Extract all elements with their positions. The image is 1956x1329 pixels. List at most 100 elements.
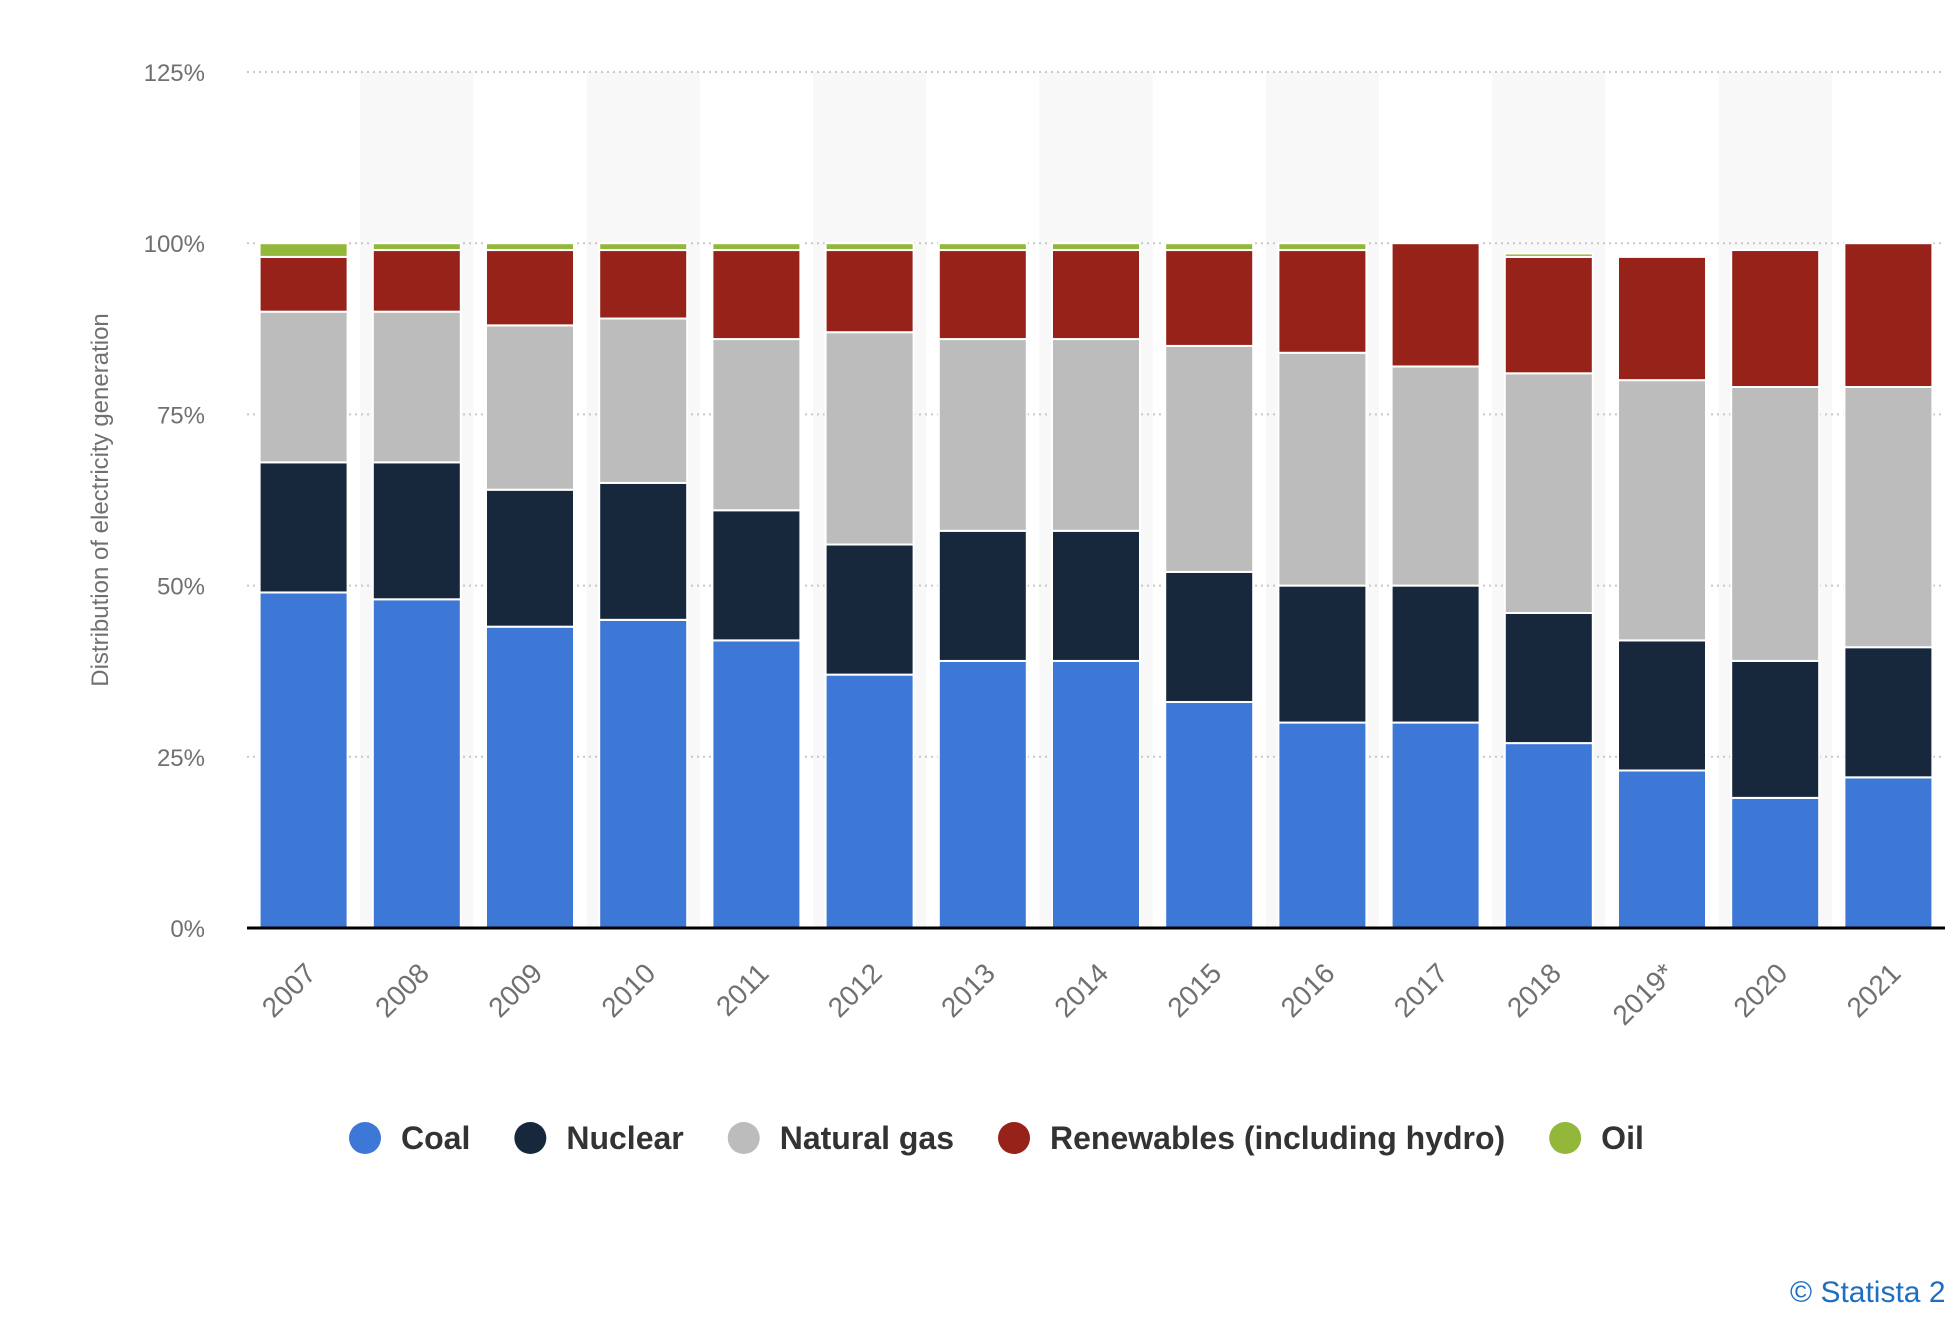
- bar-segment-natural-gas-2012[interactable]: [824, 331, 915, 546]
- bar-segment-oil-2014[interactable]: [1051, 242, 1141, 252]
- bar-segment-nuclear-2014[interactable]: [1051, 529, 1141, 662]
- bar-segment-natural-gas-2017[interactable]: [1390, 365, 1481, 587]
- bar-segment-coal-2017[interactable]: [1390, 721, 1481, 929]
- bar-segment-oil-2011[interactable]: [711, 242, 802, 252]
- bar-stack-2014[interactable]: [1051, 242, 1141, 929]
- bar-stack-2010[interactable]: [598, 242, 689, 930]
- bar-segment-renewables-including-hydro-2020[interactable]: [1730, 249, 1821, 389]
- bar-segment-renewables-including-hydro-2017[interactable]: [1390, 242, 1481, 368]
- bar-segment-nuclear-2007[interactable]: [258, 461, 349, 594]
- bar-segment-coal-2013[interactable]: [937, 659, 1028, 929]
- bar-stack-2016[interactable]: [1277, 242, 1368, 929]
- x-axis-ticks: 2007 2008 2009 2010 2011 2012 2013 2014 2015 2016…: [256, 957, 1907, 1031]
- bar-segment-oil-2008[interactable]: [371, 242, 462, 252]
- bar-segment-coal-2009[interactable]: [485, 625, 575, 929]
- bar-segment-natural-gas-2021[interactable]: [1843, 386, 1934, 649]
- bar-segment-natural-gas-2019*[interactable]: [1617, 379, 1707, 642]
- bar-segment-natural-gas-2018[interactable]: [1503, 372, 1594, 614]
- bar-segment-natural-gas-2015[interactable]: [1164, 344, 1255, 573]
- bar-segment-renewables-including-hydro-2015[interactable]: [1164, 249, 1255, 347]
- bar-segment-renewables-including-hydro-2008[interactable]: [371, 249, 462, 313]
- bar-stack-2015[interactable]: [1164, 242, 1255, 929]
- bar-segment-oil-2007[interactable]: [258, 242, 349, 258]
- bar-segment-renewables-including-hydro-2011[interactable]: [711, 249, 802, 341]
- bar-segment-renewables-including-hydro-2012[interactable]: [824, 249, 915, 334]
- bar-segment-renewables-including-hydro-2009[interactable]: [485, 249, 575, 327]
- bar-stack-2009[interactable]: [485, 242, 575, 929]
- bar-segment-nuclear-2010[interactable]: [598, 481, 689, 621]
- legend-label: Oil: [1601, 1120, 1644, 1156]
- y-tick-label: 50%: [157, 574, 205, 601]
- bar-segment-natural-gas-2010[interactable]: [598, 317, 689, 484]
- bar-segment-coal-2015[interactable]: [1164, 701, 1255, 929]
- bar-segment-nuclear-2011[interactable]: [711, 509, 802, 642]
- legend-item-oil[interactable]: Oil: [1549, 1120, 1644, 1156]
- bar-segment-nuclear-2017[interactable]: [1390, 584, 1481, 724]
- bar-segment-coal-2016[interactable]: [1277, 721, 1368, 929]
- bar-stack-2011[interactable]: [711, 242, 802, 929]
- bar-stack-2017[interactable]: [1390, 242, 1481, 929]
- legend-item-nuclear[interactable]: Nuclear: [514, 1120, 684, 1156]
- bar-segment-oil-2009[interactable]: [485, 242, 575, 252]
- bar-stack-2019*[interactable]: [1617, 255, 1707, 929]
- bar-segment-coal-2012[interactable]: [824, 673, 915, 930]
- bar-segment-coal-2020[interactable]: [1730, 796, 1821, 929]
- legend-label: Renewables (including hydro): [1050, 1120, 1505, 1156]
- bar-segment-natural-gas-2013[interactable]: [937, 338, 1028, 532]
- bar-segment-nuclear-2020[interactable]: [1730, 659, 1821, 799]
- legend-item-renewables-including-hydro[interactable]: Renewables (including hydro): [998, 1120, 1505, 1156]
- bar-segment-natural-gas-2009[interactable]: [485, 324, 575, 491]
- bar-segment-coal-2007[interactable]: [258, 591, 349, 929]
- bar-segment-renewables-including-hydro-2010[interactable]: [598, 249, 689, 320]
- bar-segment-nuclear-2012[interactable]: [824, 543, 915, 676]
- bar-segment-renewables-including-hydro-2018[interactable]: [1503, 255, 1594, 375]
- bar-segment-oil-2010[interactable]: [598, 242, 689, 252]
- bar-stack-2021[interactable]: [1843, 242, 1934, 929]
- bar-segment-nuclear-2021[interactable]: [1843, 646, 1934, 779]
- bar-segment-nuclear-2013[interactable]: [937, 529, 1028, 662]
- bar-segment-renewables-including-hydro-2016[interactable]: [1277, 249, 1368, 354]
- bar-segment-renewables-including-hydro-2007[interactable]: [258, 255, 349, 313]
- bar-segment-coal-2011[interactable]: [711, 639, 802, 929]
- bar-segment-natural-gas-2011[interactable]: [711, 338, 802, 512]
- bar-segment-coal-2014[interactable]: [1051, 659, 1141, 929]
- bar-segment-oil-2015[interactable]: [1164, 242, 1255, 252]
- bar-segment-oil-2013[interactable]: [937, 242, 1028, 252]
- legend-label: Natural gas: [780, 1120, 954, 1156]
- bar-segment-renewables-including-hydro-2019*[interactable]: [1617, 255, 1707, 382]
- bar-stack-2007[interactable]: [258, 242, 349, 929]
- bar-segment-renewables-including-hydro-2014[interactable]: [1051, 249, 1141, 341]
- bar-stack-2020[interactable]: [1730, 249, 1821, 929]
- bar-segment-coal-2008[interactable]: [371, 598, 462, 930]
- bar-segment-renewables-including-hydro-2021[interactable]: [1843, 242, 1934, 389]
- bar-segment-nuclear-2016[interactable]: [1277, 584, 1368, 724]
- bar-segment-coal-2018[interactable]: [1503, 742, 1594, 929]
- bar-segment-oil-2012[interactable]: [824, 242, 915, 252]
- bar-segment-natural-gas-2007[interactable]: [258, 310, 349, 464]
- bar-segment-oil-2018[interactable]: [1503, 252, 1594, 258]
- bar-segment-nuclear-2009[interactable]: [485, 488, 575, 628]
- bar-segment-nuclear-2008[interactable]: [371, 461, 462, 601]
- legend-swatch: [514, 1122, 547, 1154]
- bar-stack-2008[interactable]: [371, 242, 462, 930]
- bar-segment-oil-2016[interactable]: [1277, 242, 1368, 252]
- bar-segment-nuclear-2015[interactable]: [1164, 570, 1255, 704]
- legend-item-coal[interactable]: Coal: [349, 1120, 470, 1156]
- bar-segment-coal-2021[interactable]: [1843, 776, 1934, 929]
- bar-segment-nuclear-2018[interactable]: [1503, 611, 1594, 745]
- bar-segment-renewables-including-hydro-2013[interactable]: [937, 249, 1028, 341]
- bar-segment-natural-gas-2016[interactable]: [1277, 351, 1368, 587]
- bar-segment-coal-2019*[interactable]: [1617, 769, 1707, 929]
- bar-segment-nuclear-2019*[interactable]: [1617, 639, 1707, 772]
- bar-segment-natural-gas-2014[interactable]: [1051, 338, 1141, 532]
- x-tick-label: 2010: [595, 957, 661, 1023]
- y-tick-label: 0%: [170, 916, 205, 943]
- bar-segment-natural-gas-2008[interactable]: [371, 310, 462, 464]
- statista-credit-link[interactable]: © Statista 2: [1790, 1276, 1946, 1309]
- bar-stack-2012[interactable]: [824, 242, 915, 930]
- bar-stack-2018[interactable]: [1503, 252, 1594, 929]
- bar-segment-natural-gas-2020[interactable]: [1730, 386, 1821, 662]
- bar-segment-coal-2010[interactable]: [598, 618, 689, 930]
- legend-item-natural-gas[interactable]: Natural gas: [727, 1120, 954, 1156]
- bar-stack-2013[interactable]: [937, 242, 1028, 929]
